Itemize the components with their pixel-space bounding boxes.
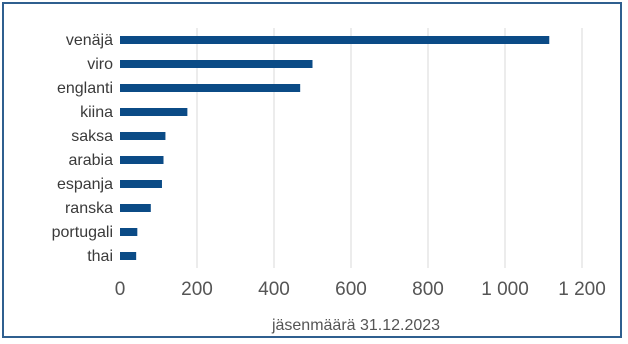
x-tick-label: 800 bbox=[412, 279, 444, 300]
category-label: espanja bbox=[57, 176, 113, 193]
bar-4 bbox=[120, 132, 166, 140]
category-label: arabia bbox=[69, 152, 114, 169]
x-tick-label: 400 bbox=[258, 279, 290, 300]
bar-7 bbox=[120, 204, 151, 212]
x-tick-label: 1 200 bbox=[558, 279, 606, 300]
bar-0 bbox=[120, 36, 550, 44]
x-tick-label: 0 bbox=[115, 279, 126, 300]
category-label: venäjä bbox=[66, 32, 113, 49]
bar-2 bbox=[120, 84, 301, 92]
chart-frame bbox=[2, 2, 622, 338]
x-axis-title: jäsenmäärä 31.12.2023 bbox=[271, 317, 440, 334]
bars bbox=[120, 36, 550, 260]
bar-5 bbox=[120, 156, 164, 164]
category-label: thai bbox=[87, 248, 113, 265]
category-label: viro bbox=[87, 56, 113, 73]
x-tick-label: 600 bbox=[335, 279, 367, 300]
bar-8 bbox=[120, 228, 138, 236]
bar-9 bbox=[120, 252, 137, 260]
bar-3 bbox=[120, 108, 188, 116]
category-label: portugali bbox=[52, 224, 113, 241]
category-label: saksa bbox=[71, 128, 113, 145]
x-tick-label: 1 000 bbox=[481, 279, 529, 300]
x-tick-label: 200 bbox=[181, 279, 213, 300]
bar-1 bbox=[120, 60, 313, 68]
category-label: kiina bbox=[80, 104, 113, 121]
x-tick-labels: 0 200 400 600 800 1 000 1 200 bbox=[115, 279, 606, 300]
category-labels: venäjä viro englanti kiina saksa arabia espanj… bbox=[52, 32, 113, 265]
category-label: ranska bbox=[65, 200, 113, 217]
category-label: englanti bbox=[57, 80, 113, 97]
bar-6 bbox=[120, 180, 162, 188]
